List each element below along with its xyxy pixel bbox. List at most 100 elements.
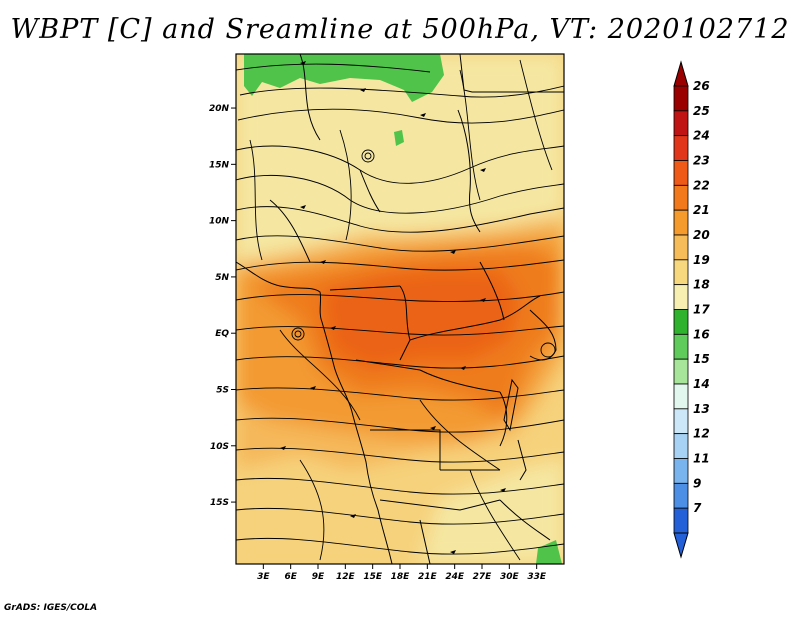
colorbar-label: 7 [693,501,702,515]
colorbar: 26 25 24 23 22 21 20 19 18 17 16 15 14 13 12 11 9 7 [673,60,710,559]
streamline [236,206,564,233]
streamline [279,329,361,421]
lon-tick-label: 12E [336,572,356,582]
colorbar-label: 21 [693,203,710,217]
streamline [469,469,521,561]
streamline [249,139,263,261]
colorbar-label: 24 [693,129,710,143]
lat-tick-label: 15S [210,498,229,508]
colorbar-swatch [673,184,689,211]
colorbar-label: 25 [693,104,710,118]
field-light-yellow-southeast [420,460,564,564]
lon-tick-label: 27E [473,572,493,582]
lon-tick-label: 3E [257,572,270,582]
colorbar-swatch [673,284,689,310]
lon-tick-label: 15E [363,572,383,582]
border-line [355,359,421,371]
colorbar-label: 11 [693,452,710,466]
colorbar-label: 17 [693,303,710,317]
streamline [236,477,564,495]
lon-tick-label: 9E [312,572,325,582]
field-green-north [244,54,444,102]
arrow-head [310,386,316,390]
border-line [370,429,441,470]
colorbar-swatch [673,209,689,236]
colorbar-swatch [673,408,689,435]
colorbar-swatch [673,383,689,410]
arrow-head [500,488,506,492]
colorbar-bottom-arrow [673,532,689,559]
arrow-head [430,426,436,430]
border-line [299,54,321,141]
lon-axis: 3E 6E 9E 12E 15E 18E 21E 24E 27E 30E 33E [257,564,547,582]
streamline [236,145,564,184]
streamline [236,507,564,525]
vortex-west [291,327,305,341]
colorbar-label: 23 [693,154,710,168]
colorbar-swatch [673,85,689,112]
border-line [329,285,401,291]
vortex-east [540,342,556,358]
lon-tick-label: 21E [418,572,438,582]
colorbar-label: 14 [693,377,710,391]
streamline [239,85,564,98]
arrow-head [450,550,456,554]
streamline [236,325,564,336]
colorbar-label: 18 [693,278,710,292]
arrow-head [460,366,466,370]
streamline [236,63,431,73]
colorbar-label: 15 [693,352,710,366]
streamline-arrows [280,61,506,554]
lon-tick-label: 30E [500,572,520,582]
lat-axis: 20N 15N 10N 5N EQ 5S 10S 15S [209,104,236,508]
border-line [479,261,505,321]
colorbar-swatch [673,507,689,534]
arrow-head [350,514,356,518]
colorbar-swatch [673,259,689,286]
streamline [419,399,501,471]
streamline [519,59,553,171]
colorbar-label: 19 [693,253,710,267]
lat-tick-label: 15N [209,160,230,170]
streamline [236,174,564,214]
border-line [269,199,311,263]
border-line [499,499,551,541]
colorbar-swatch [673,333,689,360]
colorbar-swatch [673,135,689,161]
colorbar-swatch [673,110,689,137]
lat-tick-label: 20N [209,104,230,114]
border-line [379,499,501,511]
arrow-head [420,113,426,117]
arrow-head [330,326,336,330]
colorbar-label: 20 [693,228,710,242]
streamline [339,129,352,241]
streamline [236,259,564,271]
streamline [236,355,564,369]
lat-tick-label: 10S [210,442,229,452]
border-line [459,54,473,93]
field-light-yellow-north [236,54,564,262]
field-red-orange-patch [320,268,520,370]
footer-credit: GrADS: IGES/COLA [4,603,98,613]
colorbar-label: 16 [693,327,710,341]
colorbar-swatch [673,433,689,459]
streamline [237,108,564,124]
arrow-head [320,260,326,264]
arrow-head [480,298,486,302]
lon-tick-label: 18E [391,572,411,582]
streamlines [236,59,564,561]
lon-tick-label: 24E [445,572,465,582]
streamline [236,537,564,555]
border-line [457,109,481,233]
border-line [499,391,508,447]
lon-tick-label: 6E [284,572,297,582]
colorbar-label: 13 [693,402,710,416]
vortex-north-inner [364,152,372,160]
colorbar-swatch [673,309,689,335]
field-green-small [394,130,404,146]
lat-tick-label: EQ [215,329,229,339]
lat-tick-label: 5S [216,385,229,395]
vortex-north [361,149,375,163]
vortex-west-inner [294,330,302,338]
wbpt-field [236,54,564,564]
